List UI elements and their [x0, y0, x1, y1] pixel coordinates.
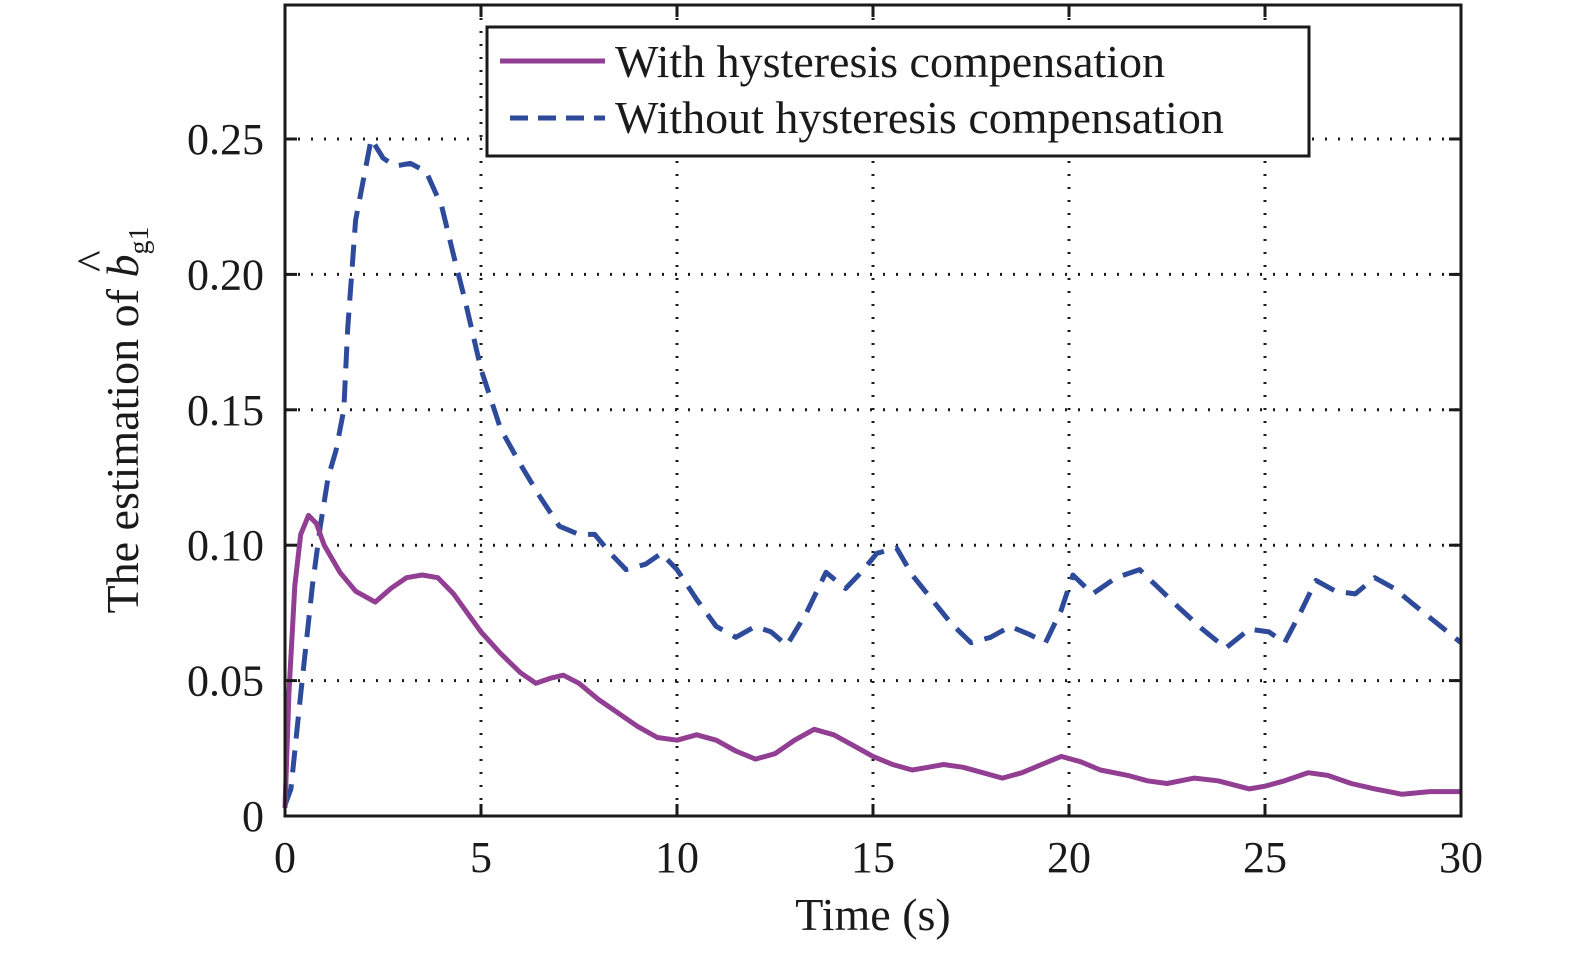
series-line-without-compensation — [282, 136, 1463, 807]
x-tick-label: 15 — [851, 833, 895, 882]
x-axis-label: Time (s) — [795, 889, 951, 940]
y-axis-label-prefix: The estimation of — [97, 278, 148, 614]
series-layer — [282, 136, 1463, 808]
x-tick-label: 30 — [1439, 833, 1483, 882]
y-tick-label: 0 — [242, 792, 264, 841]
x-tick-label: 25 — [1243, 833, 1287, 882]
y-axis-label: The estimation of bg1 ^ — [67, 227, 155, 614]
ticks — [283, 5, 1463, 818]
x-tick-label: 0 — [274, 833, 296, 882]
y-axis-label-accent: ^ — [67, 250, 118, 272]
y-tick-label: 0.10 — [187, 521, 264, 570]
y-tick-label: 0.15 — [187, 386, 264, 435]
y-tick-label: 0.20 — [187, 250, 264, 299]
y-tick-labels: 0 0.05 0.10 0.15 0.20 0.25 — [187, 115, 264, 841]
grid — [285, 5, 1461, 816]
x-tick-label: 5 — [470, 833, 492, 882]
y-tick-label: 0.25 — [187, 115, 264, 164]
x-tick-labels: 0 5 10 15 20 25 30 — [274, 833, 1483, 882]
series-line-with-compensation — [282, 512, 1461, 808]
x-tick-label: 10 — [655, 833, 699, 882]
y-axis-label-symbol: b — [97, 255, 148, 278]
y-axis-label-subscript: g1 — [124, 227, 155, 255]
x-tick-label: 20 — [1047, 833, 1091, 882]
legend-label-with-compensation: With hysteresis compensation — [615, 36, 1165, 87]
y-tick-label: 0.05 — [187, 657, 264, 706]
svg-text:The estimation of bg1: The estimation of bg1 — [97, 227, 155, 614]
legend-box — [485, 25, 1311, 158]
legend: With hysteresis compensation Without hys… — [485, 25, 1311, 158]
legend-label-without-compensation: Without hysteresis compensation — [615, 92, 1224, 143]
